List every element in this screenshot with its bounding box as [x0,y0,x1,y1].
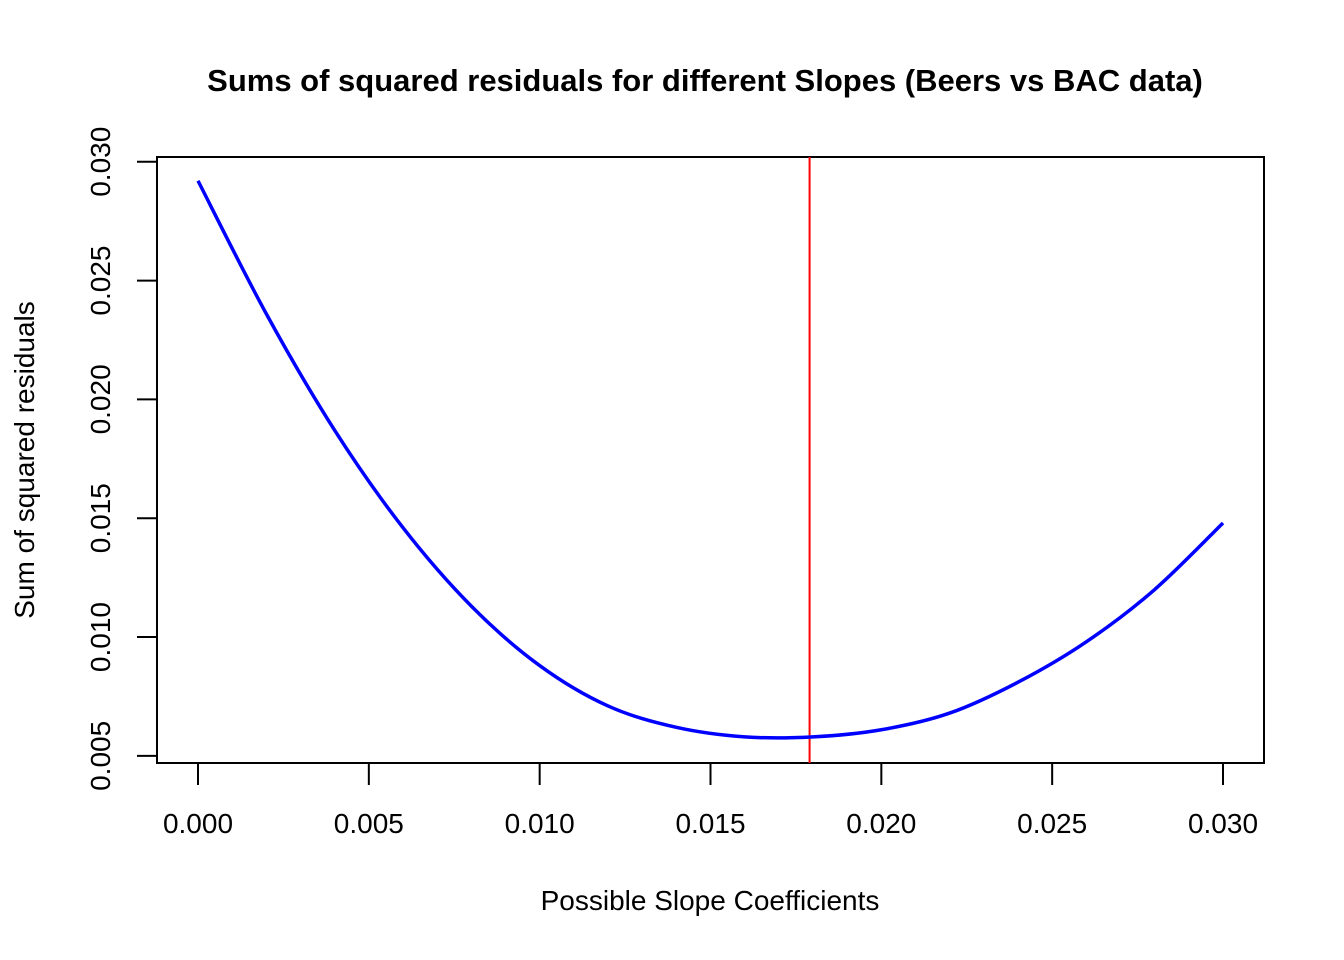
x-tick-label: 0.020 [846,808,916,839]
y-tick-label: 0.015 [85,483,116,553]
y-tick-label: 0.005 [85,721,116,791]
x-tick-label: 0.015 [675,808,745,839]
y-tick-label: 0.030 [85,127,116,197]
x-tick-label: 0.010 [505,808,575,839]
x-axis: 0.000 0.005 0.010 0.015 0.020 0.025 0.030 [163,762,1258,839]
y-axis: 0.005 0.010 0.015 0.020 0.025 0.030 [85,127,158,791]
chart-title: Sums of squared residuals for different … [207,63,1203,98]
x-tick-label: 0.025 [1017,808,1087,839]
y-tick-label: 0.025 [85,246,116,316]
x-tick-label: 0.000 [163,808,233,839]
ssr-curve-series-0 [196,179,1225,740]
y-tick-label: 0.010 [85,602,116,672]
x-tick-label: 0.005 [334,808,404,839]
plot-content [196,157,1225,763]
y-tick-label: 0.020 [85,364,116,434]
plot-frame [156,156,1265,764]
y-axis-label: Sum of squared residuals [9,301,40,619]
x-axis-label: Possible Slope Coefficients [541,885,880,916]
x-tick-label: 0.030 [1188,808,1258,839]
